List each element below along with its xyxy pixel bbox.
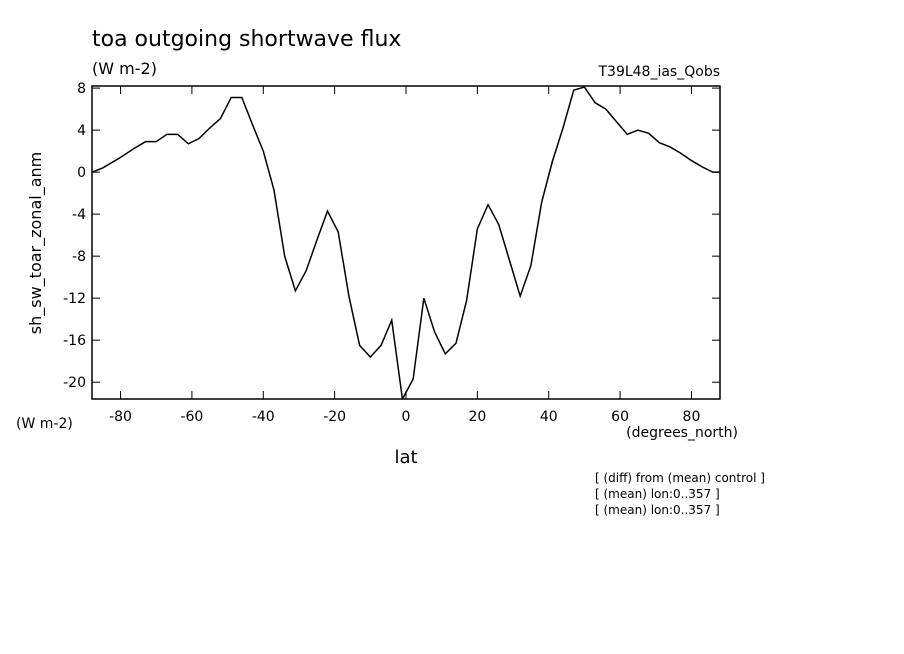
x-tick-label: -60 bbox=[180, 409, 203, 425]
run-label: T39L48_ias_Qobs bbox=[597, 64, 720, 80]
x-tick-label: -40 bbox=[252, 409, 275, 425]
note: [ (mean) lon:0..357 ] bbox=[595, 503, 720, 517]
chart-title: toa outgoing shortwave flux bbox=[92, 27, 401, 52]
x-tick-label: -80 bbox=[109, 409, 132, 425]
x-tick-label: -20 bbox=[323, 409, 346, 425]
x-tick-label: 40 bbox=[540, 409, 558, 425]
x-axis-label: lat bbox=[394, 447, 417, 468]
x-tick-label: 80 bbox=[683, 409, 701, 425]
x-tick-label: 20 bbox=[468, 409, 486, 425]
y-tick-label: 8 bbox=[77, 81, 86, 97]
note: [ (mean) lon:0..357 ] bbox=[595, 487, 720, 501]
x-tick-label: 60 bbox=[611, 409, 629, 425]
note: [ (diff) from (mean) control ] bbox=[595, 471, 765, 485]
y-axis-label: sh_sw_toar_zonal_anm bbox=[26, 152, 46, 334]
data-line bbox=[92, 86, 720, 399]
units-top: (W m-2) bbox=[92, 59, 157, 78]
y-tick-label: 0 bbox=[77, 165, 86, 181]
x-tick-label: 0 bbox=[402, 409, 411, 425]
y-tick-label: -20 bbox=[63, 375, 86, 391]
y-tick-label: -16 bbox=[63, 333, 86, 349]
x-units: (degrees_north) bbox=[626, 425, 738, 441]
y-tick-label: -8 bbox=[72, 249, 86, 265]
y-units: (W m-2) bbox=[16, 416, 73, 432]
y-tick-label: 4 bbox=[77, 123, 86, 139]
y-tick-label: -4 bbox=[72, 207, 86, 223]
y-tick-label: -12 bbox=[63, 291, 86, 307]
